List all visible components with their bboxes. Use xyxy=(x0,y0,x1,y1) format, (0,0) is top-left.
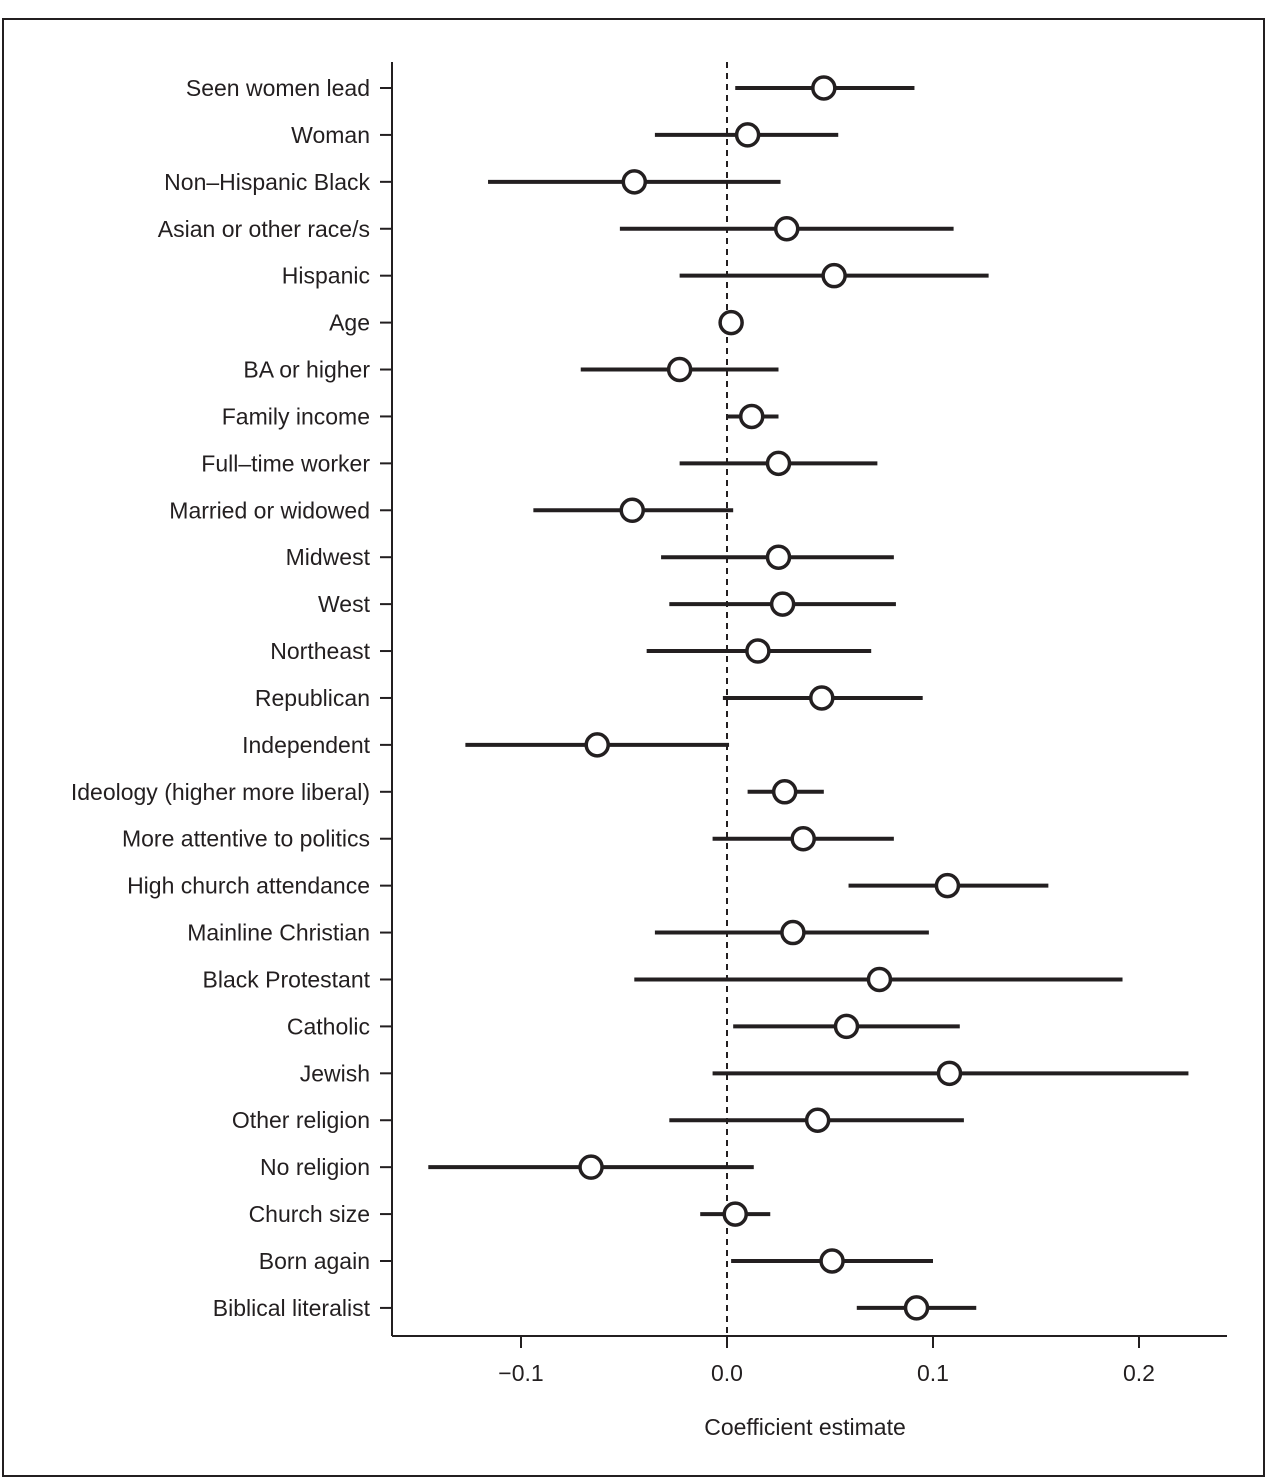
estimate-marker xyxy=(804,1107,831,1133)
estimate-marker xyxy=(903,1295,930,1321)
coefficient-row: Church size xyxy=(249,1201,771,1227)
coefficient-row: Full–time worker xyxy=(201,450,878,477)
figure-frame xyxy=(2,18,1265,1477)
coefficient-row: Non–Hispanic Black xyxy=(164,169,781,195)
estimate-marker xyxy=(809,685,835,711)
coefficient-row: Biblical literalist xyxy=(213,1295,977,1321)
coefficient-row: BA or higher xyxy=(243,356,779,383)
x-tick-label: 0.1 xyxy=(917,1360,949,1386)
coefficient-row: Married or widowed xyxy=(169,497,734,524)
category-label: Age xyxy=(329,310,370,336)
estimate-marker xyxy=(745,638,771,664)
coefficient-row: Mainline Christian xyxy=(187,920,929,946)
coefficient-row: Independent xyxy=(242,732,730,758)
x-tick-label: −0.1 xyxy=(498,1360,543,1386)
estimate-marker xyxy=(833,1013,860,1040)
x-axis-title: Coefficient estimate xyxy=(704,1414,906,1440)
category-label: Family income xyxy=(222,403,370,429)
estimate-marker xyxy=(769,591,796,617)
category-label: Seen women lead xyxy=(186,75,370,101)
coefficient-row: Ideology (higher more liberal) xyxy=(71,779,824,805)
category-label: Woman xyxy=(291,122,370,148)
estimate-marker xyxy=(621,169,648,195)
category-label: Mainline Christian xyxy=(187,920,370,946)
category-label: West xyxy=(318,591,371,617)
estimate-marker xyxy=(936,1060,963,1087)
coefficient-row: High church attendance xyxy=(127,872,1049,899)
coefficient-row: Jewish xyxy=(300,1060,1189,1086)
category-label: Independent xyxy=(242,732,371,758)
category-label: Other religion xyxy=(232,1107,370,1133)
category-label: Northeast xyxy=(270,638,370,664)
category-label: Non–Hispanic Black xyxy=(164,169,370,195)
estimate-marker xyxy=(666,356,693,383)
estimate-marker xyxy=(819,1248,845,1274)
x-axis-ticks: −0.1 0.0 0.1 0.2 xyxy=(498,1336,1155,1386)
coefficient-row: Age xyxy=(329,309,744,336)
estimate-marker xyxy=(734,122,761,148)
estimate-marker xyxy=(722,1201,748,1227)
category-label: Republican xyxy=(255,685,370,711)
category-label: Ideology (higher more liberal) xyxy=(71,779,370,805)
category-label: BA or higher xyxy=(243,357,370,383)
estimate-marker xyxy=(790,825,816,852)
category-label: Biblical literalist xyxy=(213,1295,371,1321)
category-label: Married or widowed xyxy=(169,497,370,523)
estimate-marker xyxy=(738,403,765,430)
coefficient-row: No religion xyxy=(260,1154,754,1180)
coefficient-row: Black Protestant xyxy=(203,966,1123,992)
category-label: Midwest xyxy=(286,544,371,570)
axes xyxy=(391,62,1227,1337)
coefficient-rows: Seen women lead Woman Non–Hispanic Black As… xyxy=(71,75,1189,1321)
category-label: Church size xyxy=(249,1201,370,1227)
category-label: More attentive to politics xyxy=(122,826,370,852)
category-label: Born again xyxy=(259,1248,370,1274)
coefficient-row: West xyxy=(318,591,896,617)
coefficient-row: Midwest xyxy=(286,544,894,570)
coefficient-row: Seen women lead xyxy=(186,75,915,101)
category-label: Asian or other race/s xyxy=(158,216,370,242)
coefficient-row: Woman xyxy=(291,122,839,148)
category-label: No religion xyxy=(260,1154,370,1180)
category-label: Black Protestant xyxy=(203,966,371,992)
estimate-marker xyxy=(771,779,798,805)
estimate-marker xyxy=(934,872,961,899)
estimate-marker xyxy=(866,966,893,993)
coefficient-row: Republican xyxy=(255,685,923,711)
coefficient-row: Northeast xyxy=(270,638,872,664)
estimate-marker xyxy=(811,75,837,101)
coefficient-row: More attentive to politics xyxy=(122,826,894,852)
category-label: Jewish xyxy=(300,1060,370,1086)
x-tick-label: 0.0 xyxy=(711,1360,743,1386)
coefficient-row: Asian or other race/s xyxy=(158,216,954,242)
estimate-marker xyxy=(584,732,610,758)
estimate-marker xyxy=(780,919,806,946)
coefficient-row: Hispanic xyxy=(282,263,989,289)
category-label: Full–time worker xyxy=(201,450,370,476)
estimate-marker xyxy=(765,544,792,570)
estimate-marker xyxy=(718,309,744,336)
category-label: High church attendance xyxy=(127,873,370,899)
coefficient-row: Family income xyxy=(222,403,779,429)
coefficient-row: Catholic xyxy=(287,1013,960,1039)
estimate-marker xyxy=(773,216,800,242)
estimate-marker xyxy=(765,450,792,477)
estimate-marker xyxy=(619,497,645,524)
coefficient-row: Other religion xyxy=(232,1107,964,1133)
category-label: Catholic xyxy=(287,1013,370,1039)
coefficient-row: Born again xyxy=(259,1248,933,1274)
x-tick-label: 0.2 xyxy=(1123,1360,1155,1386)
estimate-marker xyxy=(578,1154,604,1180)
category-label: Hispanic xyxy=(282,263,370,289)
estimate-marker xyxy=(821,262,847,289)
